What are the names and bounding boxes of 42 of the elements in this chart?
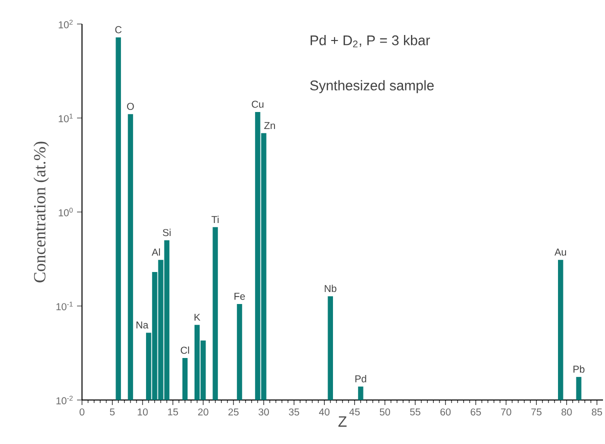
annotation: Fe	[234, 292, 245, 300]
y-tick-label: 10$^{0}$	[58, 208, 73, 216]
y-tick-label: 10$^{-1}$	[56, 302, 73, 310]
annotation: O	[127, 102, 134, 110]
annotation: Pb	[573, 365, 584, 373]
annotation: Cu	[252, 100, 264, 108]
annotation: K	[194, 314, 200, 321]
x-tick-label: 35	[288, 408, 300, 416]
annotation: Al	[152, 248, 160, 256]
x-tick-label: 0	[80, 408, 84, 416]
annotation: Synthesized sample	[310, 80, 434, 94]
x-tick-label: 5	[110, 408, 115, 416]
x-tick-label: 10	[138, 408, 148, 416]
x-tick-label: 55	[410, 408, 420, 416]
annotation: C	[115, 26, 122, 34]
x-tick-label: 85	[592, 408, 602, 416]
x-tick-label: 20	[198, 408, 208, 416]
x-tick-label: 70	[501, 408, 512, 416]
x-tick-label: 50	[380, 408, 390, 416]
annotation: Cl	[180, 346, 190, 354]
y-tick-label: 10$^{1}$	[58, 114, 73, 122]
annotation: Na	[136, 322, 148, 329]
x-tick-label: 15	[168, 408, 178, 416]
x-tick-label: 75	[531, 408, 542, 416]
x-axis-title: Z	[338, 416, 347, 427]
annotation: Si	[162, 228, 171, 236]
x-tick-label: 30	[258, 408, 269, 416]
x-tick-label: 25	[228, 408, 239, 416]
annotation: Nb	[324, 284, 336, 292]
annotation: Pd	[355, 375, 366, 382]
annotation: Zn	[264, 122, 275, 129]
y-axis-title: Concentration (at.%)	[34, 142, 49, 282]
annotation: Ti	[212, 216, 219, 223]
x-tick-label: 45	[349, 408, 360, 416]
y-tick-label: 10$^{-2}$	[56, 396, 73, 404]
annotation: Au	[554, 248, 566, 256]
annotation: Pd + D$_{2}$, P = 3 kbar	[310, 35, 430, 48]
x-tick-label: 80	[562, 408, 572, 416]
y-tick-label: 10$^{2}$	[58, 20, 73, 28]
x-tick-label: 40	[319, 408, 330, 416]
x-tick-label: 65	[470, 408, 481, 416]
x-tick-label: 60	[440, 408, 451, 416]
